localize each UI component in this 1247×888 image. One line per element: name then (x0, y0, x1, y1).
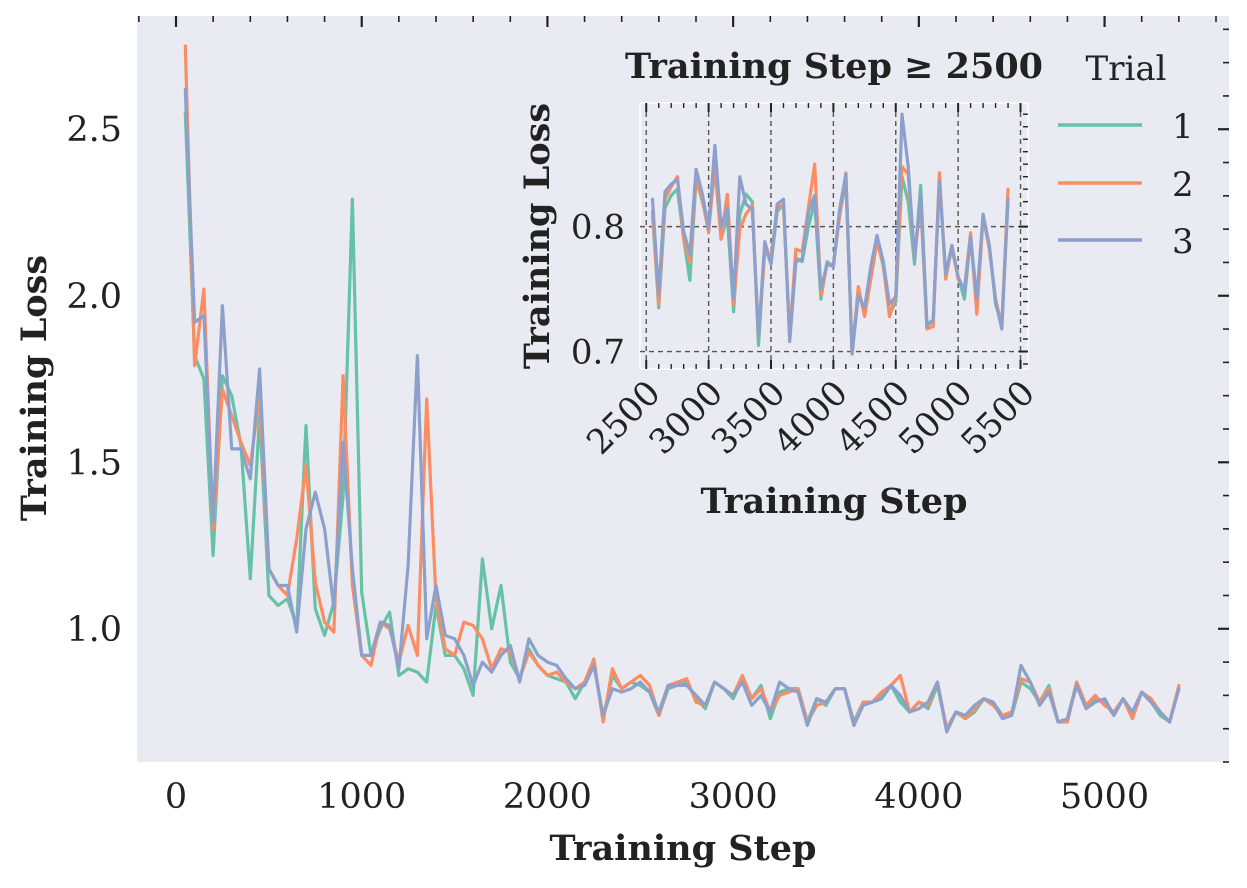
main-x-axis-title: Training Step (550, 828, 817, 869)
x-tick-label: 5000 (1060, 777, 1149, 817)
x-tick-label: 3000 (689, 777, 778, 817)
series-line-trial-3 (183, 87, 1181, 734)
x-tick-label: 0 (165, 777, 187, 817)
y-tick-label: 1.0 (66, 610, 122, 650)
main-y-axis-title: Training Loss (14, 255, 55, 521)
legend-label-trial-1: 1 (1172, 107, 1194, 147)
x-tick-label: 1000 (317, 777, 406, 817)
inset-plot-area (639, 102, 1029, 370)
inset-y-tick-labels: 0.7 0.8 (571, 208, 625, 373)
x-tick-label: 4000 (874, 777, 963, 817)
x-tick-label: 2000 (503, 777, 592, 817)
main-x-tick-labels: 0 1000 2000 3000 4000 5000 (165, 777, 1149, 817)
inset-y-tick-label: 0.7 (571, 333, 625, 373)
inset-title: Training Step ≥ 2500 (625, 46, 1043, 87)
y-tick-label: 2.0 (66, 277, 122, 317)
inset-series-line-trial-3 (650, 112, 1010, 356)
legend-label-trial-2: 2 (1172, 165, 1194, 205)
main-y-tick-labels: 1.0 1.5 2.0 2.5 (66, 110, 122, 650)
main-ticks (138, 16, 1229, 763)
legend-title: Trial (1086, 49, 1167, 89)
inset-x-axis-title: Training Step (701, 481, 968, 522)
y-tick-label: 1.5 (66, 443, 122, 483)
inset-ticks (645, 103, 1028, 369)
inset-y-axis-title: Training Loss (517, 103, 558, 369)
legend: Trial 1 2 3 (1058, 49, 1194, 262)
y-tick-label: 2.5 (66, 110, 122, 150)
inset-y-tick-label: 0.8 (571, 208, 625, 248)
main-series-lines (183, 44, 1181, 734)
legend-label-trial-3: 3 (1172, 222, 1194, 262)
inset-grid (640, 103, 1028, 369)
inset-series-lines (650, 112, 1010, 356)
